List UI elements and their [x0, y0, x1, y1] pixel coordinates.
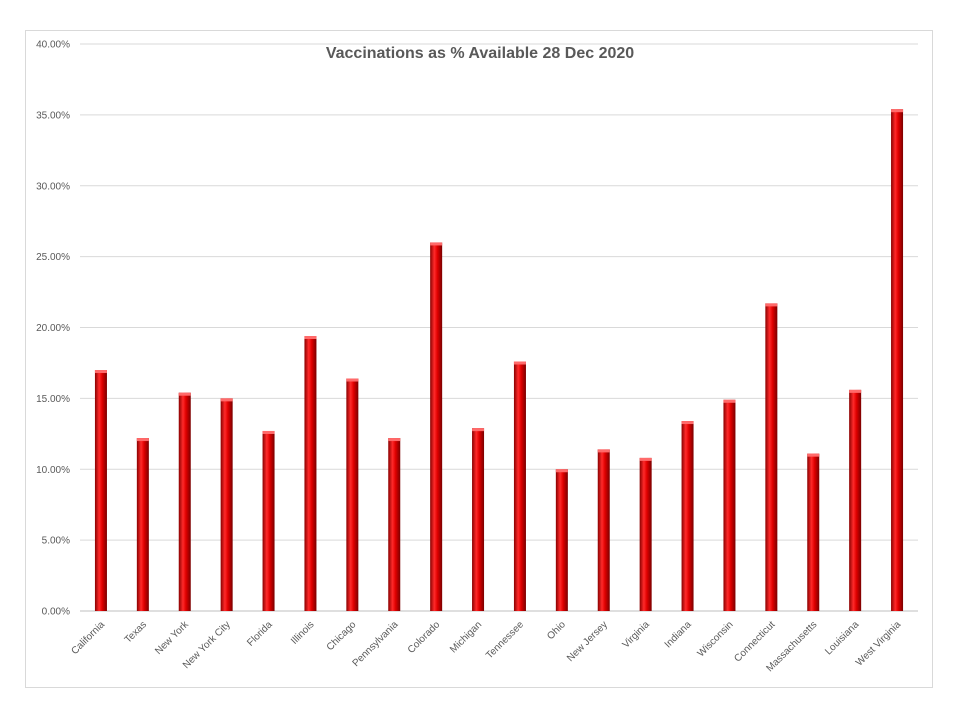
x-category-label: California — [69, 619, 107, 657]
y-tick-label: 35.00% — [36, 110, 70, 121]
x-category-label: Illinois — [289, 619, 316, 646]
x-category-label: Virginia — [621, 619, 653, 651]
bar — [220, 398, 233, 611]
bar — [597, 449, 610, 611]
bar — [555, 469, 568, 611]
bar-cap — [472, 428, 485, 432]
x-category-label: New Jersey — [565, 619, 610, 664]
bar — [94, 370, 107, 611]
x-category-label: Louisiana — [823, 619, 861, 657]
x-category-label: Pennsylvania — [351, 619, 401, 669]
y-tick-label: 0.00% — [42, 607, 70, 618]
bar — [723, 399, 736, 611]
bars — [94, 109, 904, 611]
y-tick-label: 40.00% — [36, 40, 70, 51]
bar — [136, 438, 149, 611]
bar-cap — [304, 336, 317, 340]
x-category-label: Michigan — [448, 619, 484, 655]
bar-cap — [513, 361, 526, 365]
bar — [639, 457, 652, 611]
bar — [430, 242, 443, 611]
bar-cap — [430, 242, 443, 246]
bar-cap — [262, 430, 275, 434]
bar-cap — [178, 392, 191, 396]
bar-cap — [388, 438, 401, 442]
y-tick-label: 25.00% — [36, 252, 70, 263]
bar-cap — [765, 303, 778, 307]
x-category-label: Ohio — [545, 619, 568, 642]
bar-cap — [136, 438, 149, 442]
bar — [849, 389, 862, 611]
bar-cap — [807, 453, 820, 457]
x-category-label: New York — [153, 619, 191, 657]
chart-title: Vaccinations as % Available 28 Dec 2020 — [326, 45, 634, 62]
x-category-label: Colorado — [406, 619, 443, 656]
y-tick-label: 30.00% — [36, 181, 70, 192]
x-category-label: Tennessee — [484, 619, 526, 661]
y-axis-ticks: 0.00% 5.00% 10.00% 15.00% 20.00% 25.00% 30.00%… — [36, 40, 70, 618]
bar — [346, 378, 359, 611]
bar-cap — [346, 378, 359, 382]
x-category-label: Indiana — [663, 619, 694, 650]
bar-cap — [849, 389, 862, 393]
x-category-label: Chicago — [325, 619, 359, 653]
bar — [388, 438, 401, 611]
bar — [262, 430, 275, 611]
bar — [513, 361, 526, 611]
y-tick-label: 10.00% — [36, 465, 70, 476]
bar-cap — [220, 398, 233, 402]
bar-cap — [555, 469, 568, 473]
x-category-label: Wisconsin — [696, 619, 736, 659]
x-category-label: West Virginia — [854, 619, 903, 668]
x-category-label: Texas — [123, 619, 149, 645]
x-category-label: Connecticut — [732, 619, 777, 664]
bar-cap — [597, 449, 610, 453]
bar — [765, 303, 778, 611]
bar — [681, 421, 694, 611]
bar-cap — [94, 370, 107, 374]
bar — [807, 453, 820, 611]
y-tick-label: 15.00% — [36, 394, 70, 405]
bar-cap — [639, 457, 652, 461]
bar — [472, 428, 485, 611]
bar-cap — [723, 399, 736, 403]
bar-cap — [681, 421, 694, 425]
bar-cap — [891, 109, 904, 113]
bar — [891, 109, 904, 611]
y-tick-label: 5.00% — [42, 536, 70, 547]
x-category-label: Florida — [245, 619, 275, 649]
y-tick-label: 20.00% — [36, 323, 70, 334]
gridlines — [80, 43, 918, 612]
bar — [178, 392, 191, 611]
bar — [304, 336, 317, 611]
